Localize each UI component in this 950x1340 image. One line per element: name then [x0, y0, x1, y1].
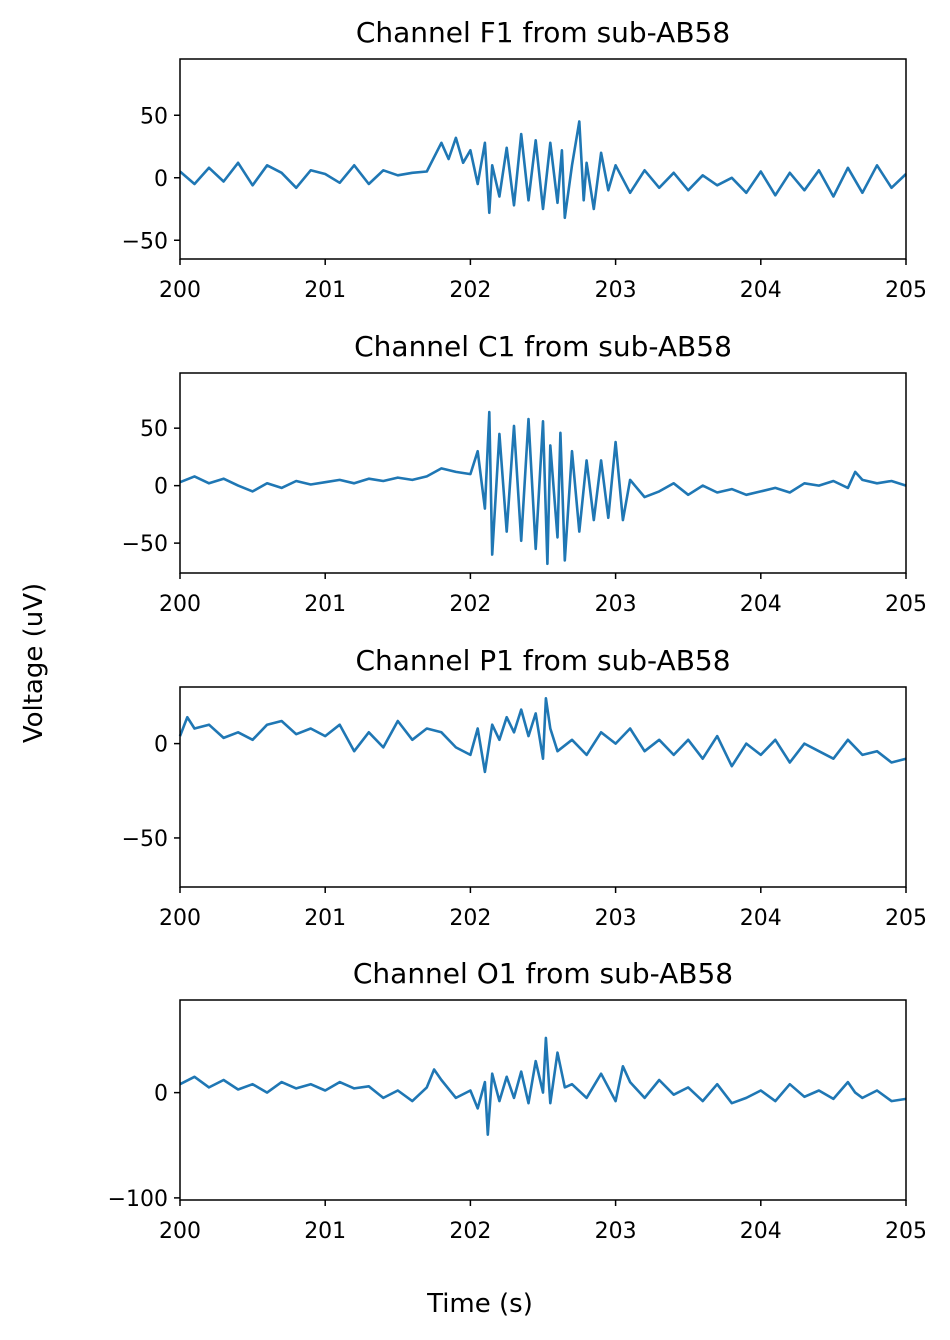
panel-1: Channel F1 from sub-AB58 200 201 202 203 204 2…	[122, 16, 927, 303]
y-tick-label: 0	[154, 733, 168, 758]
y-tick-label: 0	[154, 475, 168, 500]
x-tick-label: 205	[885, 278, 927, 303]
x-tick-label: 201	[304, 592, 346, 617]
subplots: Channel F1 from sub-AB58 200 201 202 203 204 2…	[108, 16, 927, 1244]
x-tick-label: 202	[449, 278, 491, 303]
x-tick-label: 202	[449, 906, 491, 931]
x-tick-label: 204	[740, 592, 782, 617]
x-tick-label: 204	[740, 906, 782, 931]
y-tick-label: −100	[108, 1187, 168, 1212]
signal-trace	[178, 696, 907, 774]
x-tick-label: 205	[885, 906, 927, 931]
panel-title: Channel O1 from sub-AB58	[353, 957, 733, 990]
x-tick-label: 203	[595, 278, 637, 303]
x-tick-label: 205	[885, 592, 927, 617]
x-tick-label: 200	[159, 592, 201, 617]
panel-title: Channel P1 from sub-AB58	[355, 644, 730, 677]
signal-trace	[179, 410, 907, 566]
figure-xlabel: Time (s)	[426, 1289, 533, 1319]
x-tick-label: 205	[885, 1219, 927, 1244]
x-tick-label: 200	[159, 906, 201, 931]
panel-2: Channel C1 from sub-AB58 200 201 202 203 204 2…	[122, 330, 927, 617]
y-tick-label: 0	[154, 167, 168, 192]
axes-frame	[179, 372, 907, 574]
x-tick-label: 203	[595, 592, 637, 617]
axes-frame	[179, 999, 907, 1201]
x-tick-label: 204	[740, 278, 782, 303]
signal-trace	[179, 1036, 907, 1136]
y-tick-label: −50	[122, 827, 168, 852]
x-tick-label: 202	[449, 1219, 491, 1244]
y-tick-label: 50	[140, 104, 168, 129]
x-tick-label: 203	[595, 906, 637, 931]
panel-title: Channel F1 from sub-AB58	[356, 16, 730, 49]
y-tick-label: 50	[140, 417, 168, 442]
x-tick-label: 202	[449, 592, 491, 617]
x-tick-label: 204	[740, 1219, 782, 1244]
y-tick-label: −50	[122, 532, 168, 557]
y-tick-label: 0	[154, 1082, 168, 1107]
x-tick-label: 200	[159, 278, 201, 303]
axes-frame	[179, 686, 907, 888]
panel-3: Channel P1 from sub-AB58 200 201 202 203 204 2…	[122, 644, 927, 931]
x-tick-label: 203	[595, 1219, 637, 1244]
x-tick-label: 200	[159, 1219, 201, 1244]
figure-ylabel: Voltage (uV)	[19, 583, 49, 743]
axes-frame	[179, 58, 907, 260]
y-tick-label: −50	[122, 229, 168, 254]
panel-title: Channel C1 from sub-AB58	[354, 330, 732, 363]
x-tick-label: 201	[304, 906, 346, 931]
x-tick-label: 201	[304, 278, 346, 303]
signal-trace	[179, 120, 907, 220]
panel-4: Channel O1 from sub-AB58 200 201 202 203 204 2…	[108, 957, 927, 1244]
x-tick-label: 201	[304, 1219, 346, 1244]
